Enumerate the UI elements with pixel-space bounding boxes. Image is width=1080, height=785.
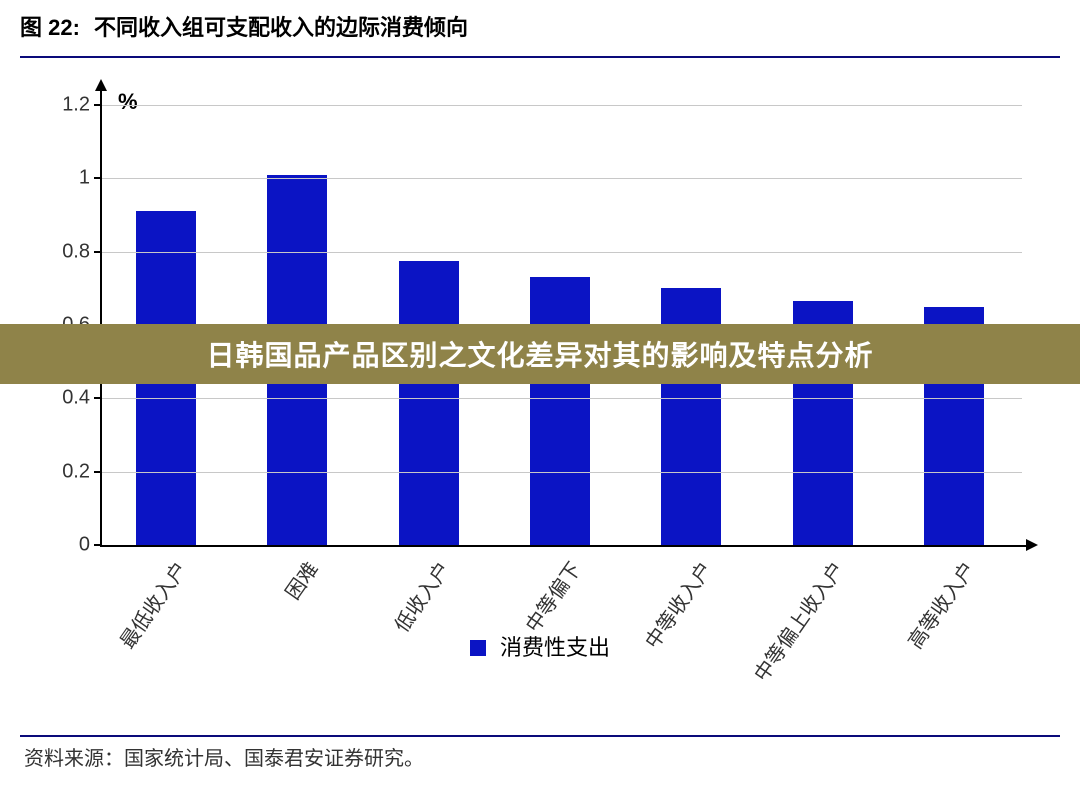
grid-line — [102, 178, 1022, 179]
y-tick-label: 0.8 — [46, 240, 90, 263]
legend-swatch — [470, 640, 486, 656]
bar — [530, 277, 590, 545]
y-tick-label: 0.2 — [46, 460, 90, 483]
y-tick-mark — [94, 104, 102, 106]
figure-title-text: 不同收入组可支配收入的边际消费倾向 — [94, 15, 468, 40]
top-rule — [20, 56, 1060, 58]
y-tick-label: 0 — [46, 534, 90, 557]
x-axis-label: 中等偏下 — [517, 555, 587, 637]
overlay-text: 日韩国品产品区别之文化差异对其的影响及特点分析 — [206, 334, 873, 374]
y-tick-mark — [94, 251, 102, 253]
legend: 消费性支出 — [0, 630, 1080, 662]
bar — [399, 261, 459, 545]
x-axis-label: 低收入户 — [386, 555, 456, 637]
y-tick-label: 1.2 — [46, 94, 90, 117]
grid-line — [102, 252, 1022, 253]
grid-line — [102, 472, 1022, 473]
bottom-rule — [20, 735, 1060, 737]
y-tick-mark — [94, 544, 102, 546]
source-line: 资料来源：国家统计局、国泰君安证券研究。 — [24, 742, 424, 771]
figure-header: 图 22: 不同收入组可支配收入的边际消费倾向 — [0, 0, 1080, 48]
bars-container — [100, 75, 1020, 545]
y-tick-label: 1 — [46, 167, 90, 190]
y-tick-mark — [94, 471, 102, 473]
x-axis-label: 中等偏上收入户 — [746, 555, 850, 686]
legend-label: 消费性支出 — [500, 635, 610, 660]
x-axis-label: 困难 — [277, 555, 324, 604]
figure-title-row: 图 22: 不同收入组可支配收入的边际消费倾向 — [20, 10, 1060, 42]
x-axis-arrow — [1026, 539, 1038, 551]
y-tick-mark — [94, 397, 102, 399]
x-axis — [100, 545, 1030, 547]
grid-line — [102, 398, 1022, 399]
figure-number: 图 22: — [20, 15, 80, 40]
y-tick-mark — [94, 177, 102, 179]
y-tick-label: 0.4 — [46, 387, 90, 410]
grid-line — [102, 105, 1022, 106]
overlay-banner: 日韩国品产品区别之文化差异对其的影响及特点分析 — [0, 324, 1080, 384]
